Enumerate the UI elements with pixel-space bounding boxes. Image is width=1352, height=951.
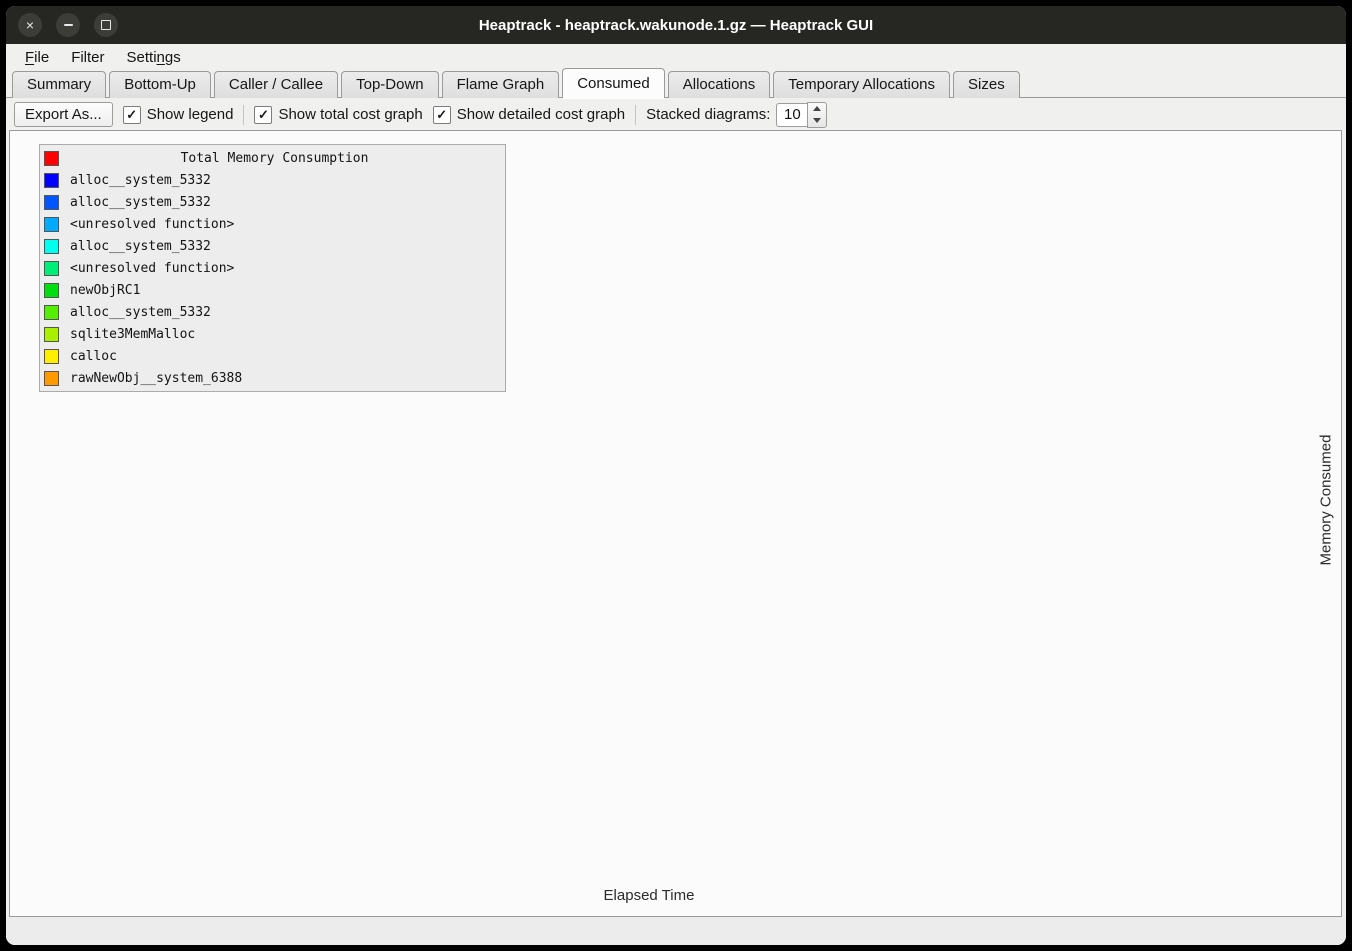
legend-item: rawNewObj__system_6388	[40, 367, 505, 389]
stacked-diagrams-control: Stacked diagrams: 10	[646, 102, 827, 128]
legend-item: <unresolved function>	[40, 257, 505, 279]
show-detailed-cost-checkbox[interactable]: ✓ Show detailed cost graph	[433, 106, 625, 124]
legend-item: sqlite3MemMalloc	[40, 323, 505, 345]
legend-title: Total Memory Consumption	[70, 151, 479, 166]
minimize-button[interactable]	[56, 13, 80, 37]
tab-bottom-up[interactable]: Bottom-Up	[109, 71, 211, 98]
legend-swatch	[44, 217, 59, 232]
menu-file[interactable]: File	[16, 47, 58, 68]
tab-sizes[interactable]: Sizes	[953, 71, 1020, 98]
legend-swatch	[44, 239, 59, 254]
chart-toolbar: Export As... ✓ Show legend ✓ Show total …	[6, 98, 1346, 131]
toolbar-separator	[635, 105, 636, 125]
legend-item: alloc__system_5332	[40, 301, 505, 323]
close-icon: ×	[26, 18, 34, 32]
tab-consumed[interactable]: Consumed	[562, 68, 665, 98]
spin-down-button[interactable]	[808, 115, 826, 127]
legend-swatch	[44, 349, 59, 364]
check-icon: ✓	[126, 108, 137, 121]
spin-up-button[interactable]	[808, 103, 826, 115]
tab-summary[interactable]: Summary	[12, 71, 106, 98]
window-title: Heaptrack - heaptrack.wakunode.1.gz — He…	[6, 17, 1346, 34]
stacked-diagrams-input[interactable]: 10	[776, 103, 807, 127]
app-window: × Heaptrack - heaptrack.wakunode.1.gz — …	[6, 6, 1346, 945]
spin-down-icon	[813, 118, 821, 123]
menu-settings[interactable]: Settings	[118, 47, 190, 68]
tab-flame-graph[interactable]: Flame Graph	[442, 71, 560, 98]
checkbox-box: ✓	[433, 106, 451, 124]
chart-legend: Total Memory Consumption alloc__system_5…	[39, 144, 506, 392]
legend-item: alloc__system_5332	[40, 191, 505, 213]
tab-temporary-allocations[interactable]: Temporary Allocations	[773, 71, 950, 98]
legend-swatch	[44, 371, 59, 386]
tab-bar: Summary Bottom-Up Caller / Callee Top-Do…	[6, 70, 1346, 98]
legend-item: calloc	[40, 345, 505, 367]
check-icon: ✓	[258, 108, 269, 121]
menu-bar: File Filter Settings	[6, 44, 1346, 70]
toolbar-separator	[243, 105, 244, 125]
menu-filter[interactable]: Filter	[62, 47, 113, 68]
legend-swatch	[44, 327, 59, 342]
legend-item: newObjRC1	[40, 279, 505, 301]
legend-swatch	[44, 195, 59, 210]
legend-item: alloc__system_5332	[40, 169, 505, 191]
title-bar: × Heaptrack - heaptrack.wakunode.1.gz — …	[6, 6, 1346, 44]
window-controls: ×	[18, 13, 118, 37]
show-legend-checkbox[interactable]: ✓ Show legend	[123, 106, 234, 124]
export-as-button[interactable]: Export As...	[14, 102, 113, 127]
maximize-icon	[101, 20, 111, 30]
checkbox-box: ✓	[254, 106, 272, 124]
checkbox-label: Show detailed cost graph	[457, 106, 625, 123]
checkbox-box: ✓	[123, 106, 141, 124]
tab-allocations[interactable]: Allocations	[668, 71, 771, 98]
legend-swatch	[44, 261, 59, 276]
close-button[interactable]: ×	[18, 13, 42, 37]
legend-swatch	[44, 151, 59, 166]
chart-frame: Total Memory Consumption alloc__system_5…	[9, 130, 1342, 917]
legend-item: <unresolved function>	[40, 213, 505, 235]
legend-title-row: Total Memory Consumption	[40, 147, 505, 169]
legend-swatch	[44, 283, 59, 298]
tab-caller-callee[interactable]: Caller / Callee	[214, 71, 338, 98]
spin-up-icon	[813, 106, 821, 111]
legend-swatch	[44, 173, 59, 188]
maximize-button[interactable]	[94, 13, 118, 37]
x-axis-title: Elapsed Time	[399, 887, 899, 904]
checkbox-label: Show legend	[147, 106, 234, 123]
legend-item: alloc__system_5332	[40, 235, 505, 257]
status-strip	[6, 917, 1346, 945]
legend-swatch	[44, 305, 59, 320]
tab-top-down[interactable]: Top-Down	[341, 71, 439, 98]
stacked-diagrams-stepper	[807, 102, 827, 128]
minimize-icon	[64, 24, 73, 26]
stacked-diagrams-label: Stacked diagrams:	[646, 106, 770, 123]
show-total-cost-checkbox[interactable]: ✓ Show total cost graph	[254, 106, 422, 124]
checkbox-label: Show total cost graph	[278, 106, 422, 123]
check-icon: ✓	[436, 108, 447, 121]
